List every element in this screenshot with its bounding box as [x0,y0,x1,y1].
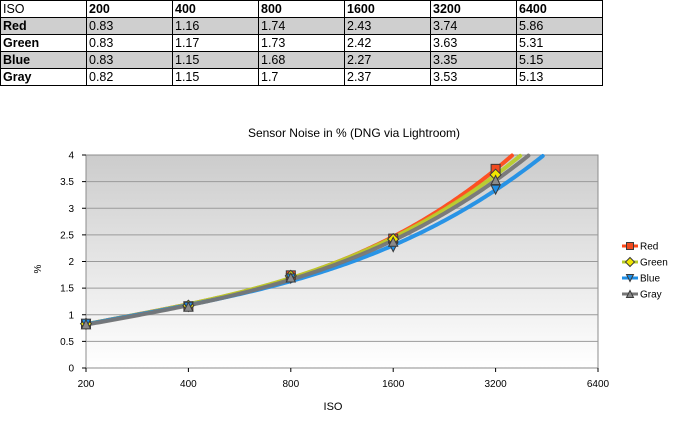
y-tick-label: 3 [68,204,74,215]
table-header-cell: 3200 [430,0,517,18]
noise-chart: Sensor Noise in % (DNG via Lightroom) 00… [33,126,668,413]
y-tick-label: 1.5 [60,284,74,295]
table-header-row: ISO 200 400 800 1600 3200 6400 [0,0,603,18]
table-cell: 3.74 [430,17,517,35]
table-header-cell: 400 [172,0,259,18]
table-row: Gray 0.82 1.15 1.7 2.37 3.53 5.13 [0,68,603,86]
table-header-cell: 200 [86,0,173,18]
table-cell: 3.63 [430,34,517,52]
legend-label-blue: Blue [640,274,660,285]
x-tick-label: 6400 [587,379,610,390]
row-label: Red [0,17,87,35]
y-tick-label: 1 [68,310,74,321]
table-cell: 2.42 [344,34,431,52]
table-cell: 0.83 [86,17,173,35]
table-cell: 0.82 [86,68,173,86]
series-line-gray [84,153,531,327]
table-row: Green 0.83 1.17 1.73 2.42 3.63 5.31 [0,34,603,52]
legend-label-gray: Gray [640,290,662,301]
table-cell: 5.86 [516,17,603,35]
row-label: Green [0,34,87,52]
y-tick-label: 2 [68,257,74,268]
table-cell: 2.37 [344,68,431,86]
table-cell: 0.83 [86,34,173,52]
series-lines [84,153,545,327]
table-cell: 2.27 [344,51,431,69]
chart-title: Sensor Noise in % (DNG via Lightroom) [248,126,460,140]
table-cell: 5.13 [516,68,603,86]
y-tick-label: 2.5 [60,230,74,241]
x-tick-label: 800 [282,379,299,390]
table-cell: 2.43 [344,17,431,35]
y-axis-ticks: 0 0.5 1 1.5 2 2.5 3 3.5 4 [60,151,86,375]
legend-marker-gray [625,289,635,298]
table-header-cell: 800 [258,0,345,18]
y-tick-label: 0.5 [60,337,74,348]
table-cell: 0.83 [86,51,173,69]
table-cell: 1.74 [258,17,345,35]
row-label: Blue [0,51,87,69]
series-markers [79,163,502,331]
table-cell: 1.15 [172,51,259,69]
table-cell: 1.73 [258,34,345,52]
x-tick-label: 200 [78,379,95,390]
table-corner-cell: ISO [0,0,87,18]
legend-marker-green [624,256,636,268]
y-axis-label: % [33,264,44,273]
data-point-gray [80,318,92,330]
x-axis-ticks: 200 400 800 1600 3200 6400 [78,368,610,390]
table-cell: 1.15 [172,68,259,86]
data-point-gray [490,174,501,186]
x-tick-label: 1600 [382,379,405,390]
legend-label-red: Red [640,242,658,253]
table-cell: 3.35 [430,51,517,69]
table-row: Red 0.83 1.16 1.74 2.43 3.74 5.86 [0,17,603,35]
table-cell: 1.16 [172,17,259,35]
y-tick-label: 0 [68,364,74,375]
table-cell: 1.68 [258,51,345,69]
row-label: Gray [0,68,87,86]
data-point-gray [387,236,399,247]
x-axis-label: ISO [324,401,343,413]
y-tick-label: 3.5 [60,177,74,188]
legend: Red Green Blue Gray [622,242,668,301]
table-cell: 1.7 [258,68,345,86]
data-table: ISO 200 400 800 1600 3200 6400 Red 0.83 … [0,0,603,86]
y-tick-label: 4 [68,151,74,162]
legend-label-green: Green [640,258,668,269]
legend-marker-blue [625,274,635,283]
table-header-cell: 6400 [516,0,603,18]
x-tick-label: 3200 [484,379,507,390]
data-point-blue [490,184,501,196]
gridlines [86,181,598,342]
table-cell: 1.17 [172,34,259,52]
legend-marker-red [626,242,634,250]
table-cell: 5.31 [516,34,603,52]
data-point-gray [285,271,297,283]
x-tick-label: 400 [180,379,197,390]
table-cell: 3.53 [430,68,517,86]
data-point-gray [183,301,194,312]
table-cell: 5.15 [516,51,603,69]
table-header-cell: 1600 [344,0,431,18]
table-row: Blue 0.83 1.15 1.68 2.27 3.35 5.15 [0,51,603,69]
